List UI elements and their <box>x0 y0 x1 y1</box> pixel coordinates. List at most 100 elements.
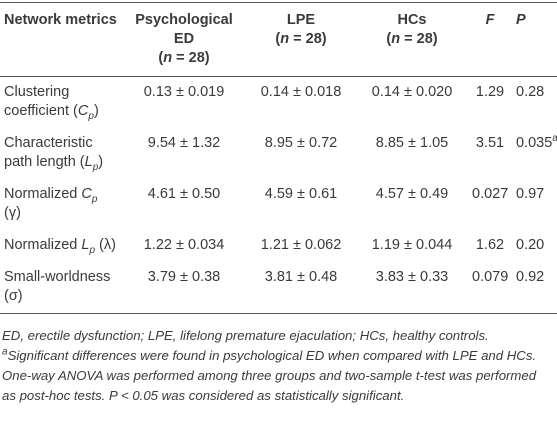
cell: 1.62 <box>468 230 512 262</box>
footnotes: ED, erectile dysfunction; LPE, lifelong … <box>0 314 557 406</box>
text-segment: 8.95 ± 0.72 <box>264 135 338 151</box>
text-segment: Psychological ED <box>135 12 233 47</box>
text-segment: ( <box>275 31 281 47</box>
text-segment: 4.57 ± 0.49 <box>375 186 449 202</box>
cell: 1.21 ± 0.062 <box>246 230 356 262</box>
cell: 1.19 ± 0.044 <box>356 230 468 262</box>
text-segment: Normalized <box>4 186 82 202</box>
text-segment: 4.61 ± 0.50 <box>147 186 221 202</box>
text-segment: 1.22 ± 0.034 <box>143 237 225 253</box>
cell: 4.59 ± 0.61 <box>246 179 356 230</box>
text-segment: C <box>81 186 92 202</box>
text-segment: P <box>516 12 526 28</box>
cell: 1.22 ± 0.034 <box>122 230 246 262</box>
text-segment: 3.83 ± 0.33 <box>375 269 449 285</box>
text-segment: n <box>280 31 290 47</box>
text-segment: 1.62 <box>475 237 505 253</box>
text-segment: = 28) <box>289 31 327 47</box>
cell: 3.83 ± 0.33 <box>356 262 468 314</box>
cell: 0.20 <box>512 230 557 262</box>
cell: 1.29 <box>468 77 512 129</box>
text-segment: Small-worldness (σ) <box>4 269 111 304</box>
text-segment: ( <box>158 50 164 66</box>
cell: 0.97 <box>512 179 557 230</box>
text-segment: ) <box>98 154 104 170</box>
cell: 0.13 ± 0.019 <box>122 77 246 129</box>
text-segment: (γ) <box>4 205 21 221</box>
text-segment: ED, erectile dysfunction; LPE, lifelong … <box>2 328 489 343</box>
cell: 8.85 ± 1.05 <box>356 128 468 179</box>
header-cell: Network metrics <box>0 2 122 77</box>
cell: 8.95 ± 0.72 <box>246 128 356 179</box>
text-segment: 9.54 ± 1.32 <box>147 135 221 151</box>
text-segment: 3.51 <box>475 135 505 151</box>
table-row: Clustering coefficient (Cp) 0.13 ± 0.019 0… <box>0 77 557 129</box>
cell: 4.57 ± 0.49 <box>356 179 468 230</box>
row-label: Clustering coefficient (Cp) <box>0 77 122 129</box>
table-row: Small-worldness (σ) 3.79 ± 0.38 3.81 ± 0.4… <box>0 262 557 314</box>
text-segment: L <box>81 237 90 253</box>
subscript: p <box>91 193 98 205</box>
text-segment: 0.97 <box>516 186 545 202</box>
text-segment: 0.20 <box>516 237 545 253</box>
text-segment: Network metrics <box>4 12 117 28</box>
text-segment: 0.14 ± 0.020 <box>371 84 453 100</box>
table-row: Normalized Lp (λ) 1.22 ± 0.034 1.21 ± 0.06… <box>0 230 557 262</box>
cell: 0.027 <box>468 179 512 230</box>
header-cell: LPE (n = 28) <box>246 2 356 77</box>
text-segment: = 28) <box>172 50 210 66</box>
cell: 0.14 ± 0.020 <box>356 77 468 129</box>
text-segment: ) <box>93 103 99 119</box>
cell: 3.79 ± 0.38 <box>122 262 246 314</box>
header-cell: HCs (n = 28) <box>356 2 468 77</box>
table-header: Network metrics Psychological ED (n = 28) L… <box>0 2 557 77</box>
header-cell: P <box>512 2 557 77</box>
cell: 9.54 ± 1.32 <box>122 128 246 179</box>
cell: 3.81 ± 0.48 <box>246 262 356 314</box>
cell: 0.28 <box>512 77 557 129</box>
header-row: Network metrics Psychological ED (n = 28) L… <box>0 2 557 77</box>
text-segment: 1.29 <box>475 84 505 100</box>
footnote: aSignificant differences were found in p… <box>2 346 553 406</box>
text-segment: 0.92 <box>516 269 545 285</box>
text-segment: 1.19 ± 0.044 <box>371 237 453 253</box>
text-segment: = 28) <box>400 31 438 47</box>
cell: 3.51 <box>468 128 512 179</box>
header-cell: F <box>468 2 512 77</box>
text-segment: 0.14 ± 0.018 <box>260 84 342 100</box>
text-segment: (λ) <box>95 237 116 253</box>
row-label: Normalized Cp (γ) <box>0 179 122 230</box>
cell: 4.61 ± 0.50 <box>122 179 246 230</box>
subscript: p <box>92 161 99 173</box>
text-segment: n <box>163 50 173 66</box>
superscript: a <box>552 133 557 145</box>
text-segment: Clustering coefficient ( <box>4 84 78 119</box>
text-segment: LPE <box>286 12 316 28</box>
row-label: Normalized Lp (λ) <box>0 230 122 262</box>
text-segment: 3.81 ± 0.48 <box>264 269 338 285</box>
text-segment: Normalized <box>4 237 82 253</box>
text-segment: 1.21 ± 0.062 <box>260 237 342 253</box>
footnote: ED, erectile dysfunction; LPE, lifelong … <box>2 326 553 346</box>
row-label: Small-worldness (σ) <box>0 262 122 314</box>
table-row: Characteristic path length (Lp) 9.54 ± 1.… <box>0 128 557 179</box>
table-row: Normalized Cp (γ) 4.61 ± 0.50 4.59 ± 0.61 4… <box>0 179 557 230</box>
superscript: a <box>2 346 8 358</box>
text-segment: 8.85 ± 1.05 <box>375 135 449 151</box>
text-segment: Significant differences were found in ps… <box>2 348 537 403</box>
text-segment: L <box>84 154 93 170</box>
row-label: Characteristic path length (Lp) <box>0 128 122 179</box>
cell: 0.14 ± 0.018 <box>246 77 356 129</box>
subscript: p <box>88 110 94 122</box>
text-segment: n <box>391 31 401 47</box>
cell: 0.035a <box>512 128 557 179</box>
text-segment: 4.59 ± 0.61 <box>264 186 338 202</box>
subscript: p <box>89 244 95 256</box>
text-segment: 0.13 ± 0.019 <box>143 84 225 100</box>
cell: 0.079 <box>468 262 512 314</box>
data-table: Network metrics Psychological ED (n = 28) L… <box>0 2 557 314</box>
text-segment: F <box>485 12 495 28</box>
text-segment: HCs <box>397 12 427 28</box>
text-segment: C <box>77 103 89 119</box>
